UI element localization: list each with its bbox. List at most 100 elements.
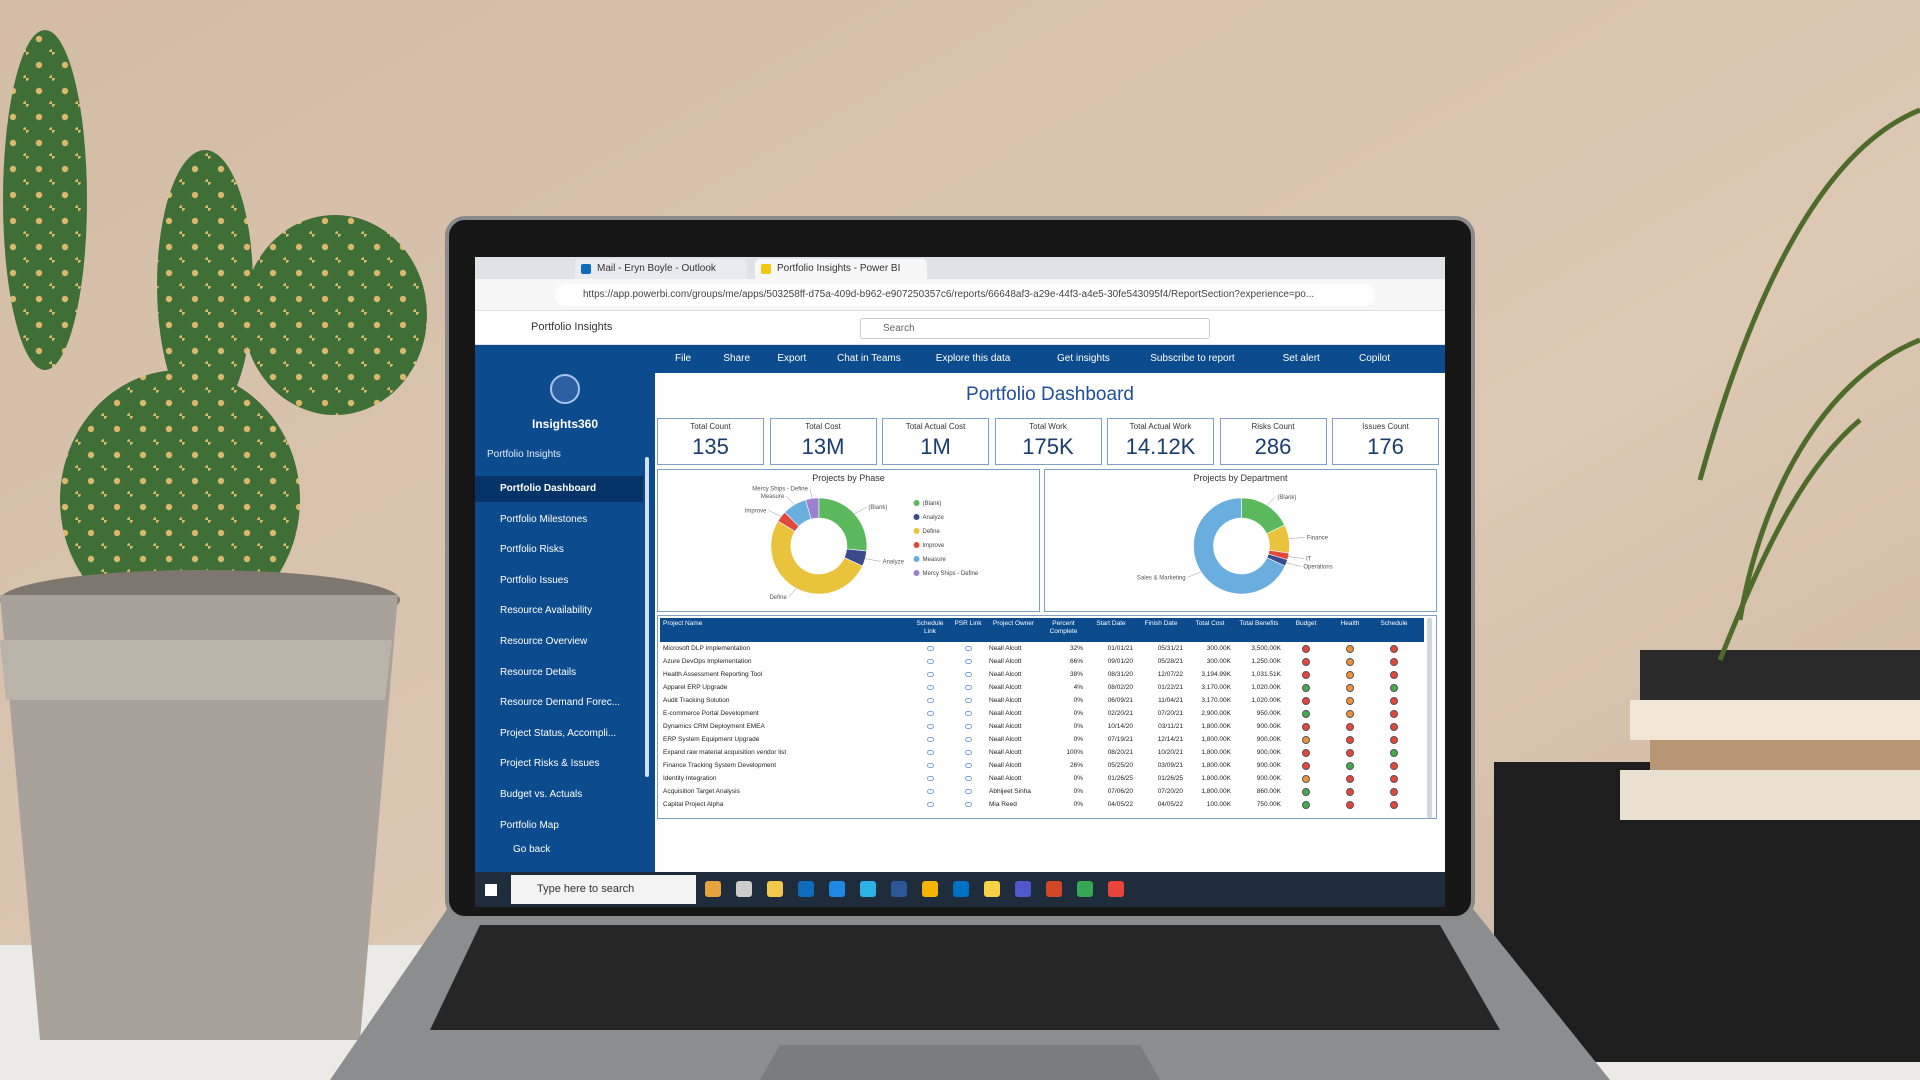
table-cell: 01/26/25 [1157, 775, 1183, 782]
toolbar-button[interactable]: Export [777, 353, 807, 364]
link-icon[interactable] [927, 789, 934, 794]
donut-slice [1193, 497, 1286, 595]
toolbar-button[interactable]: Share [723, 353, 751, 364]
search-box[interactable]: Search [860, 318, 1210, 339]
link-icon[interactable] [965, 763, 972, 768]
taskbar-icon[interactable] [891, 881, 907, 897]
chart-panel: Projects by Phase (Blank) Analyze Define Imp… [657, 469, 1040, 612]
table-cell: 1,250.00K [1251, 658, 1281, 665]
link-icon[interactable] [927, 776, 934, 781]
link-icon[interactable] [965, 685, 972, 690]
link-icon[interactable] [927, 763, 934, 768]
slice-label: (Blank) [868, 505, 887, 511]
taskbar-icon[interactable] [984, 881, 1000, 897]
table-cell: 100% [1066, 749, 1083, 756]
legend-label: Analyze [923, 515, 945, 521]
toolbar-button[interactable]: Set alert [1282, 353, 1320, 364]
table-cell: 1,031.51K [1251, 671, 1281, 678]
toolbar-button[interactable]: Chat in Teams [837, 353, 901, 364]
table-cell: 08/31/20 [1107, 671, 1133, 678]
link-icon[interactable] [927, 685, 934, 690]
nav-item[interactable]: Project Status, Accompli... [500, 727, 617, 739]
link-icon[interactable] [927, 802, 934, 807]
go-back[interactable]: Go back [513, 844, 551, 855]
taskbar-icon[interactable] [953, 881, 969, 897]
nav-item[interactable]: Project Risks & Issues [500, 758, 600, 770]
table-cell: 0% [1073, 697, 1083, 704]
link-icon[interactable] [927, 672, 934, 677]
address-bar[interactable]: https://app.powerbi.com/groups/me/apps/5… [555, 284, 1375, 306]
column-header: Health [1340, 620, 1360, 627]
status-indicator [1302, 658, 1310, 666]
taskbar-icon[interactable] [860, 881, 876, 897]
link-icon[interactable] [927, 659, 934, 664]
link-icon[interactable] [965, 802, 972, 807]
nav-item[interactable]: Resource Demand Forec... [500, 697, 621, 709]
chart-panel: Projects by Department (Blank) Finance IT Op… [1044, 469, 1437, 612]
taskbar-icon[interactable] [1046, 881, 1062, 897]
taskbar-icon[interactable] [1077, 881, 1093, 897]
nav-item[interactable]: Portfolio Dashboard [475, 476, 643, 502]
link-icon[interactable] [965, 750, 972, 755]
nav-item[interactable]: Portfolio Issues [500, 574, 569, 586]
legend-swatch [913, 528, 920, 534]
toolbar-button[interactable]: Get insights [1057, 353, 1110, 364]
status-indicator [1390, 697, 1398, 705]
legend-label: Improve [923, 543, 945, 549]
nav-item[interactable]: Budget vs. Actuals [500, 789, 583, 800]
status-indicator [1302, 749, 1310, 757]
link-icon[interactable] [927, 698, 934, 703]
taskbar-icon[interactable] [767, 881, 783, 897]
nav-item[interactable]: Resource Details [500, 666, 577, 678]
nav-item[interactable]: Resource Availability [500, 605, 593, 617]
table-cell: 900.00K [1256, 749, 1281, 756]
status-indicator [1302, 801, 1310, 809]
table-cell: 08/02/20 [1107, 684, 1133, 691]
link-icon[interactable] [965, 659, 972, 664]
taskbar-icon[interactable] [798, 881, 814, 897]
table-cell: 07/20/20 [1157, 788, 1183, 795]
link-icon[interactable] [965, 672, 972, 677]
nav-item[interactable]: Resource Overview [500, 636, 588, 647]
taskbar-icon[interactable] [1015, 881, 1031, 897]
link-icon[interactable] [927, 724, 934, 729]
toolbar-button[interactable]: Copilot [1359, 353, 1391, 364]
taskbar-icon[interactable] [1108, 881, 1124, 897]
link-icon[interactable] [965, 711, 972, 716]
table-cell: Health Assessment Reporting Tool [663, 671, 763, 678]
nav-item[interactable]: Portfolio Risks [500, 544, 564, 556]
sidebar-section[interactable]: Portfolio Insights [487, 449, 561, 460]
donut-slice [805, 497, 820, 520]
taskbar-search[interactable]: Type here to search [511, 875, 696, 904]
link-icon[interactable] [927, 737, 934, 742]
taskbar-icon[interactable] [922, 881, 938, 897]
toolbar-button[interactable]: Explore this data [935, 353, 1011, 364]
app-name[interactable]: Portfolio Insights [531, 321, 613, 333]
link-icon[interactable] [965, 698, 972, 703]
nav-item[interactable]: Portfolio Milestones [500, 513, 588, 525]
link-icon[interactable] [927, 711, 934, 716]
link-icon[interactable] [965, 646, 972, 651]
brand-logo [550, 374, 580, 404]
table-cell: 950.00K [1256, 710, 1281, 717]
browser-tab[interactable]: Mail - Eryn Boyle - Outlook [575, 259, 747, 279]
link-icon[interactable] [965, 776, 972, 781]
nav-item[interactable]: Portfolio Map [500, 819, 559, 831]
leader-line [786, 495, 795, 505]
taskbar-icon[interactable] [705, 881, 721, 897]
table-cell: 26% [1069, 762, 1083, 769]
tab-icon [761, 264, 771, 274]
toolbar-button[interactable]: File [675, 353, 692, 364]
link-icon[interactable] [965, 724, 972, 729]
toolbar-button[interactable]: Subscribe to report [1150, 353, 1235, 364]
taskbar-icon[interactable] [736, 881, 752, 897]
taskbar-icon[interactable] [829, 881, 845, 897]
table-cell: E-commerce Portal Development [663, 710, 759, 717]
link-icon[interactable] [927, 646, 934, 651]
link-icon[interactable] [927, 750, 934, 755]
kpi-card: Total Cost 13M [769, 418, 877, 465]
link-icon[interactable] [965, 789, 972, 794]
link-icon[interactable] [965, 737, 972, 742]
table-cell: 750.00K [1256, 801, 1281, 808]
browser-tab[interactable]: Portfolio Insights - Power BI [755, 259, 927, 279]
